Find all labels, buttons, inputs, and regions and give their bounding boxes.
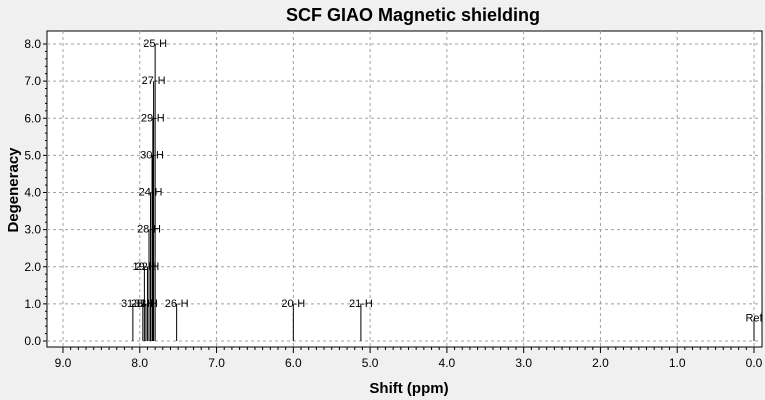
peak-label: Ref <box>745 313 763 325</box>
x-tick-label: 6.0 <box>285 356 302 370</box>
peak-label: 21-H <box>349 298 373 310</box>
y-tick-label: 7.0 <box>24 74 41 88</box>
y-axis-label: Degeneracy <box>5 147 22 233</box>
y-tick-label: 1.0 <box>24 297 41 311</box>
y-tick-label: 6.0 <box>24 111 41 125</box>
peak-label: 29-H <box>141 112 165 124</box>
y-tick-label: 5.0 <box>24 148 41 162</box>
peak-label: 30-H <box>140 149 164 161</box>
peak-label: 25-H <box>143 38 167 50</box>
peak-label: 33-H <box>134 298 158 310</box>
peak-label: 23-H <box>131 298 155 310</box>
x-tick-label: 8.0 <box>131 356 148 370</box>
peak-label: 20-H <box>281 298 305 310</box>
peak-label: 22-H <box>136 261 160 273</box>
plot-frame <box>46 30 763 348</box>
peak-label: 31-H <box>121 298 145 310</box>
x-tick-label: 4.0 <box>439 356 456 370</box>
x-tick-label: 9.0 <box>55 356 72 370</box>
x-tick-label: 5.0 <box>362 356 379 370</box>
x-tick-label: 1.0 <box>669 356 686 370</box>
peak-label: 28-H <box>137 224 161 236</box>
peak-label: 26-H <box>165 298 189 310</box>
x-tick-label: 0.0 <box>746 356 763 370</box>
x-tick-label: 2.0 <box>592 356 609 370</box>
y-tick-label: 2.0 <box>24 260 41 274</box>
peak-label: 19-H <box>132 261 156 273</box>
y-tick-label: 4.0 <box>24 186 41 200</box>
peak-label: 27-H <box>142 75 166 87</box>
x-axis-label: Shift (ppm) <box>369 380 448 397</box>
y-tick-label: 0.0 <box>24 334 41 348</box>
y-tick-label: 3.0 <box>24 223 41 237</box>
y-tick-label: 8.0 <box>24 37 41 51</box>
x-tick-label: 7.0 <box>208 356 225 370</box>
plot-area: 9.0 8.0 7.0 6.0 5.0 4.0 3.0 2.0 1.0 0.0 0.0 1.0 2.0 3… <box>24 30 763 370</box>
chart-title: SCF GIAO Magnetic shielding <box>286 5 540 25</box>
x-tick-label: 3.0 <box>515 356 532 370</box>
peak-label: 24-H <box>139 187 163 199</box>
